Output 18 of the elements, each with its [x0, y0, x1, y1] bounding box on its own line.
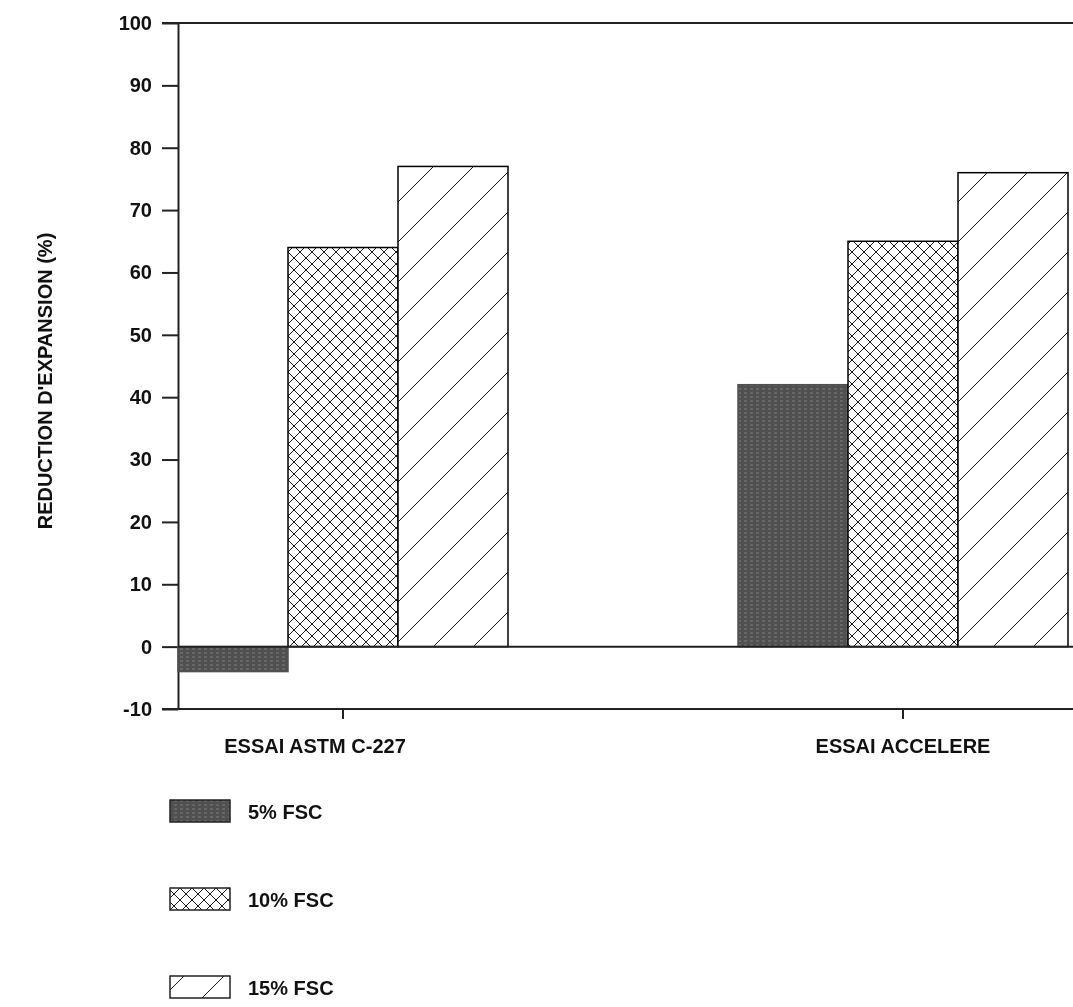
x-tick-label: ESSAI ASTM C-227: [224, 735, 406, 757]
y-tick-label: 20: [129, 510, 152, 533]
y-tick-label: 10: [129, 573, 152, 596]
y-tick-label: 40: [129, 386, 152, 409]
y-tick-label: 30: [129, 448, 152, 471]
y-tick-label: 60: [129, 261, 152, 284]
legend-label: 5% FSC: [248, 801, 323, 823]
y-tick-label: 0: [140, 635, 152, 658]
y-tick-label: -10: [123, 697, 152, 720]
y-tick-label: 50: [129, 323, 152, 346]
y-tick-label: 90: [129, 74, 152, 97]
y-tick-label: 70: [129, 198, 152, 221]
legend-label: 10% FSC: [248, 889, 334, 911]
y-axis-title: REDUCTION D'EXPANSION (%): [34, 232, 56, 530]
legend-label: 15% FSC: [248, 977, 334, 999]
y-tick-label: 100: [118, 11, 152, 34]
y-tick-label: 80: [129, 136, 152, 159]
x-tick-label: ESSAI ACCELERE: [815, 735, 991, 757]
